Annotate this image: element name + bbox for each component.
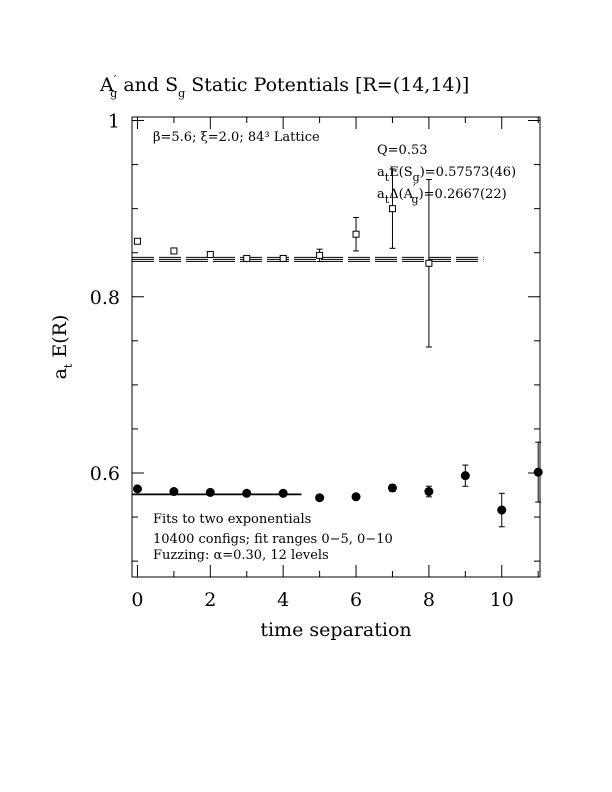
open-square-marker xyxy=(206,250,214,258)
chart-title: A′ g and Sg Static Potentials [R=(14,14)] xyxy=(99,73,469,100)
filled-circle-marker xyxy=(424,487,434,497)
note-fuzzing: Fuzzing: α=0.30, 12 levels xyxy=(153,548,329,563)
open-square-marker xyxy=(352,230,360,238)
filled-circle-marker xyxy=(278,488,288,498)
x-axis-title: time separation xyxy=(260,619,411,641)
filled-circle-marker xyxy=(315,493,325,503)
y-tick-label: 0.8 xyxy=(90,287,120,309)
open-square-marker xyxy=(316,251,324,259)
filled-circle-marker xyxy=(387,483,397,493)
open-square-marker xyxy=(243,254,251,262)
fit-quality: Q=0.53 xyxy=(377,143,428,158)
fit-result-ag: atΔ(A′ g)=0.2667(22) xyxy=(377,182,507,206)
fit-result-sg: atE(Sg)=0.57573(46) xyxy=(377,165,516,184)
filled-circle-marker xyxy=(169,487,179,497)
filled-circle-marker xyxy=(533,467,543,477)
x-tick-label: 10 xyxy=(490,589,514,611)
y-axis-title: at E(R) xyxy=(49,315,75,380)
x-tick-labels: 0 2 4 6 8 10 xyxy=(131,589,513,611)
plot-frame xyxy=(131,116,541,578)
x-tick-label: 0 xyxy=(131,589,143,611)
filled-circle-marker xyxy=(242,488,252,498)
filled-circle-marker xyxy=(205,487,215,497)
note-fit-method: Fits to two exponentials xyxy=(153,512,311,527)
filled-circle-marker xyxy=(460,471,470,481)
x-tick-label: 4 xyxy=(277,589,289,611)
filled-circle-marker xyxy=(132,484,142,494)
y-tick-labels: 0.6 0.8 1 xyxy=(90,111,120,485)
open-square-marker xyxy=(388,205,396,213)
y-tick-label: 0.6 xyxy=(90,463,120,485)
filled-circle-marker xyxy=(497,505,507,515)
open-square-marker xyxy=(133,237,141,245)
error-bars xyxy=(134,168,542,528)
note-configs: 10400 configs; fit ranges 0−5, 0−10 xyxy=(153,532,393,547)
x-tick-label: 2 xyxy=(204,589,216,611)
open-square-marker xyxy=(425,259,433,267)
y-tick-label: 1 xyxy=(108,111,120,133)
x-tick-label: 6 xyxy=(350,589,362,611)
filled-circle-marker xyxy=(351,492,361,502)
open-square-marker xyxy=(279,254,287,262)
fit-lines xyxy=(132,256,484,496)
x-tick-label: 8 xyxy=(423,589,435,611)
axis-ticks xyxy=(132,117,540,577)
data-markers xyxy=(132,205,543,515)
lattice-info: β=5.6; ξ=2.0; 84³ Lattice xyxy=(153,130,320,145)
open-square-marker xyxy=(170,247,178,255)
